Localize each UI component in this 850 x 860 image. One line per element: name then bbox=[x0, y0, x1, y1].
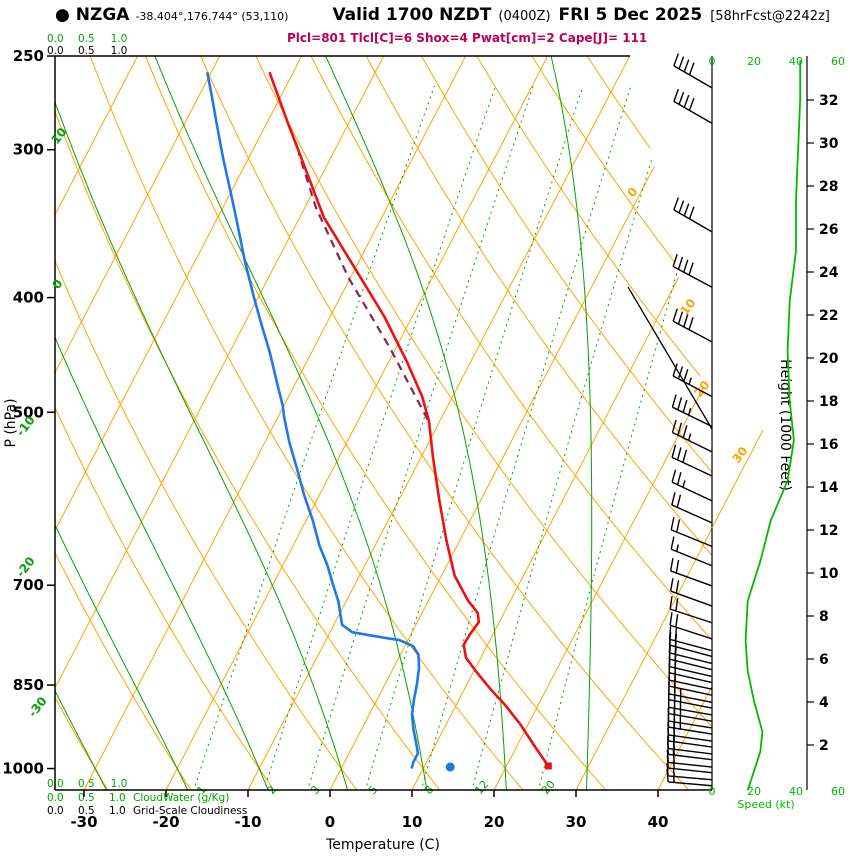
pressure-tick-label: 850 bbox=[13, 676, 44, 694]
pressure-tick-label: 700 bbox=[13, 576, 44, 594]
temperature-tick-label: -30 bbox=[70, 813, 97, 831]
pressure-axis-title: P (hPa) bbox=[3, 398, 19, 447]
pressure-tick-label: 400 bbox=[13, 289, 44, 307]
height-tick-label: 8 bbox=[819, 609, 829, 625]
cloudwater-scale-top: 0.0 0.5 1.0 bbox=[47, 33, 127, 45]
speed-tick-label-bottom: 40 bbox=[789, 785, 803, 798]
height-tick-label: 4 bbox=[819, 695, 829, 711]
height-tick-label: 12 bbox=[819, 523, 838, 539]
pressure-tick-label: 300 bbox=[13, 141, 44, 159]
left-isopleth-label: 10 bbox=[48, 125, 69, 147]
wind-barbs bbox=[666, 53, 713, 787]
pressure-tick-label: 1000 bbox=[2, 760, 44, 778]
height-tick-label: 16 bbox=[819, 437, 838, 453]
forecast-tag: [58hrFcst@2242z] bbox=[710, 9, 830, 24]
valid-zulu: (0400Z) bbox=[498, 9, 551, 24]
height-tick-label: 32 bbox=[819, 93, 838, 109]
wind-speed-curve bbox=[744, 60, 802, 791]
pressure-tick-label: 250 bbox=[13, 47, 44, 65]
mixing-ratio-label: 20 bbox=[539, 778, 558, 797]
header-line: ● NZGA -38.404°,176.744° (53,110) Valid … bbox=[55, 5, 830, 25]
height-tick-label: 18 bbox=[819, 394, 838, 410]
height-tick-label: 6 bbox=[819, 652, 829, 668]
speed-tick-label-top: 20 bbox=[747, 55, 761, 68]
cloudiness-scale-bottom: 0.0 0.5 1.0 Grid-Scale Cloudiness bbox=[47, 805, 247, 817]
speed-tick-label-bottom: 20 bbox=[747, 785, 761, 798]
mixing-ratio-label: 12 bbox=[472, 778, 491, 797]
height-tick-label: 20 bbox=[819, 351, 839, 367]
right-isotherm-label: 30 bbox=[729, 444, 750, 466]
height-tick-label: 10 bbox=[819, 566, 839, 582]
plot-frame bbox=[54, 55, 808, 791]
height-tick-label: 26 bbox=[819, 222, 838, 238]
temperature-axis-title: Temperature (C) bbox=[325, 837, 440, 853]
height-tick-label: 30 bbox=[819, 136, 839, 152]
speed-tick-label-bottom: 0 bbox=[709, 785, 716, 798]
speed-tick-label-top: 60 bbox=[831, 55, 845, 68]
temperature-tick-label: 40 bbox=[648, 813, 669, 831]
speed-tick-label-top: 0 bbox=[709, 55, 716, 68]
height-axis-title: Height (1000 Feet) bbox=[777, 359, 793, 491]
skewt-grid bbox=[55, 56, 712, 790]
parcel-path-curve bbox=[297, 152, 429, 420]
speed-axis-title: Speed (kt) bbox=[737, 798, 794, 811]
temperature-tick-label: -10 bbox=[234, 813, 261, 831]
temperature-tick-label: 10 bbox=[402, 813, 423, 831]
stability-indices: Plcl=801 Tlcl[C]=6 Shox=4 Pwat[cm]=2 Cap… bbox=[287, 31, 648, 45]
temperature-tick-label: -20 bbox=[152, 813, 179, 831]
height-tick-label: 2 bbox=[819, 738, 829, 754]
temperature-tick-label: 30 bbox=[566, 813, 587, 831]
height-tick-label: 22 bbox=[819, 308, 838, 324]
surface-temp-marker bbox=[544, 762, 552, 770]
temperature-curve bbox=[268, 71, 550, 767]
valid-time: Valid 1700 NZDT bbox=[332, 5, 492, 25]
right-isotherm-label: 20 bbox=[691, 378, 712, 400]
cloudwater-scale-bottom: 0.0 0.5 1.0 CloudWater (g/Kg) bbox=[47, 792, 229, 804]
cloudwater-scale-bottom-plain: 0.0 0.5 1.0 bbox=[47, 778, 127, 790]
height-tick-label: 24 bbox=[819, 265, 839, 281]
valid-date: FRI 5 Dec 2025 bbox=[558, 5, 703, 25]
left-isopleth-label: -30 bbox=[25, 694, 49, 720]
station-name: ● NZGA bbox=[55, 5, 130, 25]
station-coords: -38.404°,176.744° (53,110) bbox=[135, 10, 289, 23]
temperature-tick-label: 0 bbox=[325, 813, 335, 831]
speed-tick-label-bottom: 60 bbox=[831, 785, 845, 798]
height-tick-label: 28 bbox=[819, 179, 838, 195]
dewpoint-curve bbox=[205, 71, 421, 769]
temperature-tick-label: 20 bbox=[484, 813, 505, 831]
cloudiness-scale-top: 0.0 0.5 1.0 bbox=[47, 45, 127, 57]
surface-dewpoint-marker bbox=[445, 762, 455, 772]
pressure-tick-label: 500 bbox=[13, 403, 44, 421]
height-tick-label: 14 bbox=[819, 480, 839, 496]
